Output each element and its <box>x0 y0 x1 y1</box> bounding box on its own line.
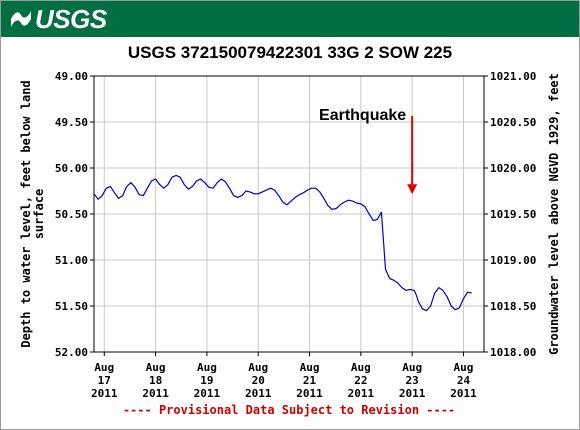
y-tick-label-left: 51.50 <box>55 300 88 313</box>
x-tick-label-month: Aug <box>454 361 474 374</box>
x-tick-label-month: Aug <box>248 361 268 374</box>
y-axis-label-right: Groundwater level above NGVD 1929, feet <box>547 73 561 355</box>
x-tick-label-year: 2011 <box>296 387 323 400</box>
x-tick-label-year: 2011 <box>399 387 426 400</box>
x-tick-label-month: Aug <box>402 361 422 374</box>
x-tick-label-year: 2011 <box>245 387 272 400</box>
x-tick-label-year: 2011 <box>450 387 477 400</box>
series-line <box>93 174 472 312</box>
x-tick-label-day: 23 <box>406 374 419 387</box>
usgs-logo-text: USGS <box>35 4 107 34</box>
x-tick-label-year: 2011 <box>194 387 221 400</box>
x-tick-label-day: 18 <box>149 374 162 387</box>
x-tick-label-month: Aug <box>146 361 166 374</box>
y-tick-label-left: 51.00 <box>55 254 88 267</box>
x-tick-label-day: 20 <box>252 374 265 387</box>
x-tick-label-month: Aug <box>94 361 114 374</box>
x-tick-label-day: 21 <box>303 374 317 387</box>
x-tick-label-year: 2011 <box>348 387 375 400</box>
x-tick-label-month: Aug <box>197 361 217 374</box>
chart-title: USGS 372150079422301 33G 2 SOW 225 <box>127 43 453 62</box>
usgs-banner: USGS <box>1 1 579 37</box>
y-tick-label-right: 1020.50 <box>490 116 536 129</box>
y-tick-label-left: 49.00 <box>55 70 88 83</box>
earthquake-label: Earthquake <box>319 107 406 124</box>
y-tick-label-left: 52.00 <box>55 346 88 359</box>
x-tick-label-year: 2011 <box>91 387 118 400</box>
x-tick-label-day: 17 <box>98 374 111 387</box>
x-tick-label-day: 24 <box>457 374 471 387</box>
y-axis-label-left: Depth to water level, feet below land <box>19 80 33 347</box>
y-tick-label-left: 50.50 <box>55 208 88 221</box>
y-tick-label-left: 49.50 <box>55 116 88 129</box>
x-tick-label-day: 19 <box>200 374 213 387</box>
y-tick-label-right: 1019.50 <box>490 208 536 221</box>
y-tick-label-right: 1021.00 <box>490 70 536 83</box>
y-tick-label-left: 50.00 <box>55 162 88 175</box>
provisional-data-footer: ---- Provisional Data Subject to Revisio… <box>122 403 456 417</box>
y-tick-label-right: 1019.00 <box>490 254 536 267</box>
y-tick-label-right: 1020.00 <box>490 162 536 175</box>
y-tick-label-right: 1018.00 <box>490 346 536 359</box>
y-axis-label-left-line2: surface <box>32 189 46 240</box>
plot-border <box>93 75 485 353</box>
x-tick-label-year: 2011 <box>142 387 169 400</box>
earthquake-arrow-head <box>407 184 418 195</box>
x-tick-label-day: 22 <box>354 374 367 387</box>
y-tick-label-right: 1018.50 <box>490 300 536 313</box>
x-tick-label-month: Aug <box>300 361 320 374</box>
usgs-wave-icon <box>11 11 31 27</box>
x-tick-label-month: Aug <box>351 361 371 374</box>
